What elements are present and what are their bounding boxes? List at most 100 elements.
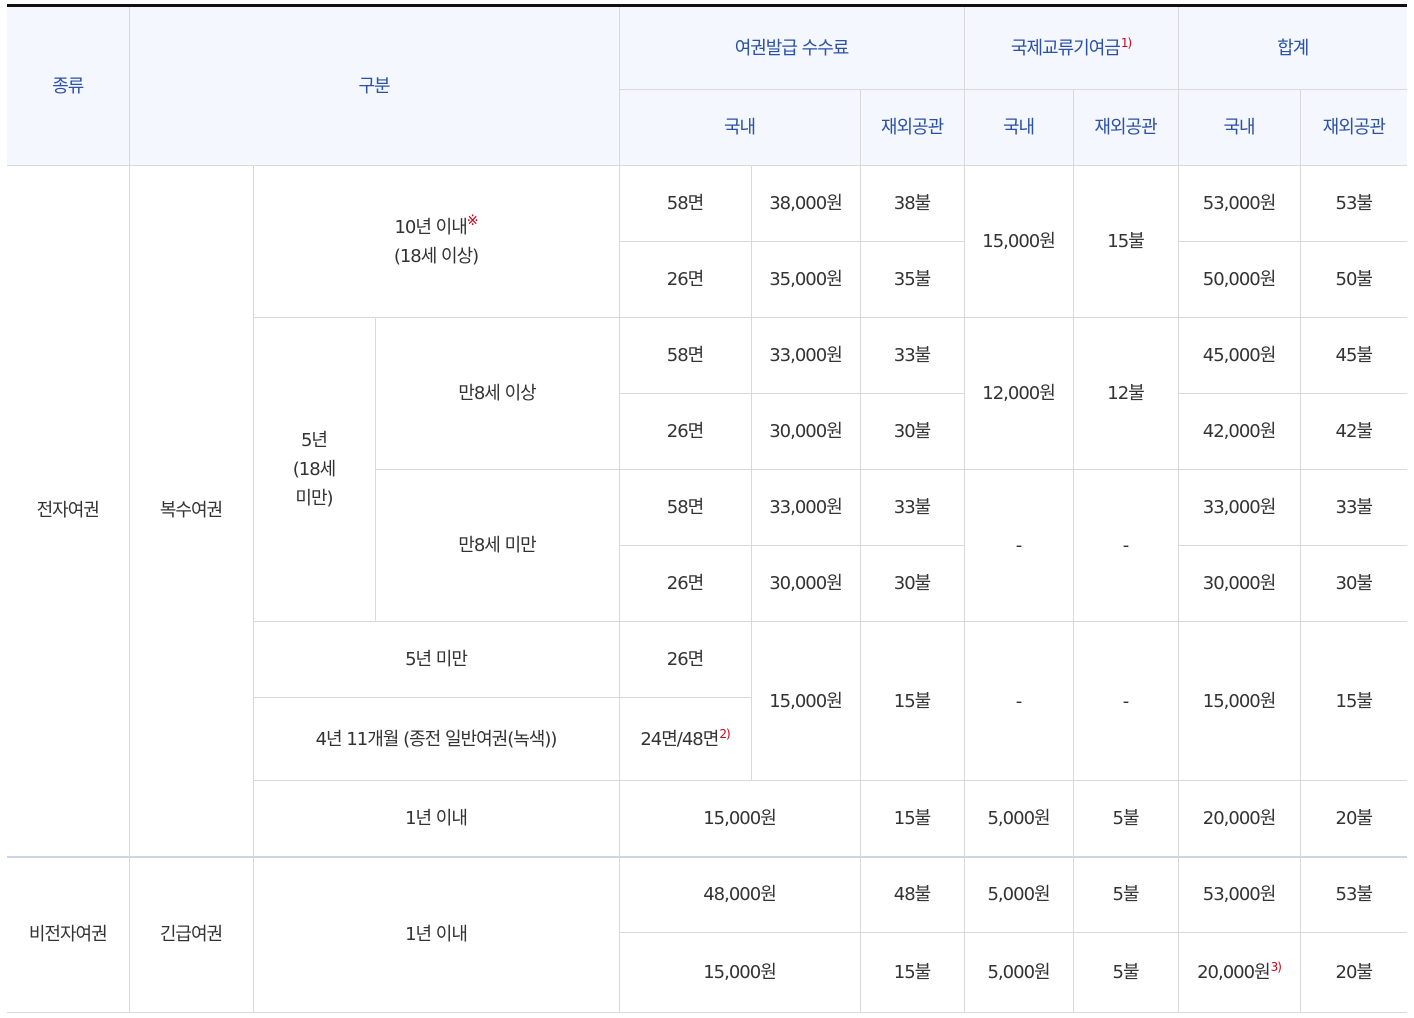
fund-domestic: 5,000원: [963, 932, 1074, 1013]
footnote-2: 2): [719, 726, 730, 741]
header-intl-fund-label: 국제교류기여금: [1010, 37, 1121, 59]
validity-5-years-age-b: 미만): [295, 488, 333, 509]
fee-domestic: 15,000원: [618, 780, 861, 857]
header-total: 합계: [1177, 5, 1408, 90]
fund-overseas: 5불: [1072, 932, 1179, 1013]
total-overseas: 30불: [1299, 545, 1408, 622]
total-domestic-label: 20,000원: [1197, 962, 1271, 983]
fee-domestic: 30,000원: [750, 393, 861, 470]
category-emergency: 긴급여권: [128, 855, 254, 1013]
fee-domestic: 33,000원: [750, 317, 861, 394]
header-intl-fund: 국제교류기여금1): [963, 5, 1179, 90]
header-issue-fee: 여권발급 수수료: [618, 5, 965, 90]
pages: 26면: [618, 621, 752, 698]
pages: 26면: [619, 393, 752, 470]
total-overseas: 15불: [1299, 621, 1408, 781]
total-overseas: 50불: [1299, 241, 1408, 318]
fund-overseas: -: [1072, 469, 1179, 622]
header-total-domestic: 국내: [1177, 89, 1301, 166]
table-row: 4년 11개월 (종전 일반여권(녹색)) 24면/48면2): [7, 697, 1407, 781]
fee-domestic: 35,000원: [750, 241, 861, 318]
footnote-3: 3): [1270, 960, 1282, 974]
table-row: 26면 30,000원 30불 42,000원 42불: [7, 393, 1408, 470]
pages: 58면: [618, 317, 752, 394]
fund-overseas: 15불: [1072, 165, 1179, 318]
fund-domestic: 5,000원: [963, 780, 1074, 857]
total-overseas: 45불: [1299, 317, 1408, 394]
total-domestic: 20,000원: [1177, 780, 1301, 857]
total-domestic: 20,000원3): [1177, 932, 1301, 1013]
fee-domestic: 15,000원: [619, 932, 861, 1013]
fee-domestic: 33,000원: [750, 469, 861, 546]
pages: 26면: [619, 545, 752, 622]
table-row: 1년 이내 15,000원 15불 5,000원 5불 20,000원 20불: [7, 780, 1408, 857]
total-overseas: 42불: [1299, 393, 1408, 470]
pages: 24면/48면2): [618, 697, 751, 781]
table-row: 5년 미만 26면 15,000원 15불 - - 15,000원 15불: [7, 621, 1408, 781]
total-overseas: 20불: [1299, 780, 1408, 857]
validity-5-years-age-a: (18세: [292, 459, 336, 480]
fee-overseas: 30불: [859, 393, 965, 470]
fund-domestic: -: [963, 621, 1074, 781]
fee-domestic: 48,000원: [618, 855, 861, 933]
fee-overseas: 15불: [859, 780, 965, 857]
header-fund-overseas: 재외공관: [1072, 89, 1179, 166]
fee-domestic: 38,000원: [750, 165, 861, 242]
table-row: 26면 30,000원 30불 30,000원 30불: [7, 545, 1408, 622]
fee-table-container: 종류 구분 여권발급 수수료 국제교류기여금1) 합계 국내 재외공관 국내 재…: [7, 4, 1408, 1013]
type-electronic: 전자여권: [7, 165, 130, 857]
fee-overseas: 33불: [859, 317, 965, 394]
fee-domestic: 30,000원: [750, 545, 861, 622]
fund-overseas: 5불: [1072, 855, 1179, 933]
table-row: 만8세 미만 58면 33,000원 33불 - - 33,000원 33불: [7, 469, 1408, 622]
table-row: 비전자여권 긴급여권 1년 이내 48,000원 48불 5,000원 5불 5…: [7, 855, 1408, 1013]
fee-overseas: 48불: [859, 855, 965, 933]
reference-mark: ※: [466, 212, 479, 229]
fund-domestic: -: [963, 469, 1074, 622]
validity-1-year-emergency: 1년 이내: [252, 855, 620, 1013]
fund-overseas: 5불: [1072, 780, 1179, 857]
table-row: 15,000원 15불 5,000원 5불 20,000원3) 20불: [7, 932, 1408, 1013]
header-type: 종류: [7, 5, 130, 166]
total-domestic: 15,000원: [1177, 621, 1301, 781]
total-domestic: 30,000원: [1177, 545, 1301, 622]
fund-domestic: 15,000원: [963, 165, 1074, 318]
pages: 58면: [618, 165, 752, 242]
fee-overseas: 35불: [859, 241, 965, 318]
validity-5-years-label: 5년: [300, 430, 328, 451]
type-non-electronic: 비전자여권: [7, 855, 130, 1013]
table-row: 전자여권 복수여권 10년 이내※ (18세 이상) 58면 38,000원 38…: [7, 165, 1408, 857]
pages: 58면: [618, 469, 752, 546]
header-total-overseas: 재외공관: [1299, 89, 1408, 166]
footnote-1: 1): [1120, 35, 1132, 50]
header-issue-domestic: 국내: [619, 89, 861, 166]
validity-1-year: 1년 이내: [253, 780, 620, 857]
header-fund-domestic: 국내: [963, 89, 1074, 166]
total-domestic: 53,000원: [1177, 855, 1301, 933]
fund-overseas: 12불: [1072, 317, 1179, 470]
total-domestic: 53,000원: [1177, 165, 1301, 242]
category-multiple: 복수여권: [128, 165, 254, 857]
passport-fee-table: 종류 구분 여권발급 수수료 국제교류기여금1) 합계 국내 재외공관 국내 재…: [7, 4, 1408, 1013]
fund-overseas: -: [1072, 621, 1179, 781]
fee-domestic: 15,000원: [750, 621, 861, 781]
pages: 26면: [619, 241, 752, 318]
total-domestic: 50,000원: [1177, 241, 1301, 318]
total-overseas: 20불: [1299, 932, 1408, 1013]
header-issue-overseas: 재외공관: [859, 89, 965, 166]
age-8-over: 만8세 이상: [374, 317, 620, 470]
fee-overseas: 30불: [859, 545, 965, 622]
total-overseas: 53불: [1299, 855, 1408, 933]
pages-label: 24면/48면: [640, 728, 719, 750]
total-domestic: 45,000원: [1177, 317, 1301, 394]
fee-overseas: 33불: [859, 469, 965, 546]
fee-overseas: 38불: [859, 165, 965, 242]
validity-under-5-years: 5년 미만: [253, 621, 620, 698]
validity-10-years: 10년 이내※ (18세 이상): [252, 165, 620, 318]
total-domestic: 33,000원: [1177, 469, 1301, 546]
total-overseas: 33불: [1299, 469, 1408, 546]
fund-domestic: 12,000원: [963, 317, 1074, 470]
total-overseas: 53불: [1299, 165, 1408, 242]
